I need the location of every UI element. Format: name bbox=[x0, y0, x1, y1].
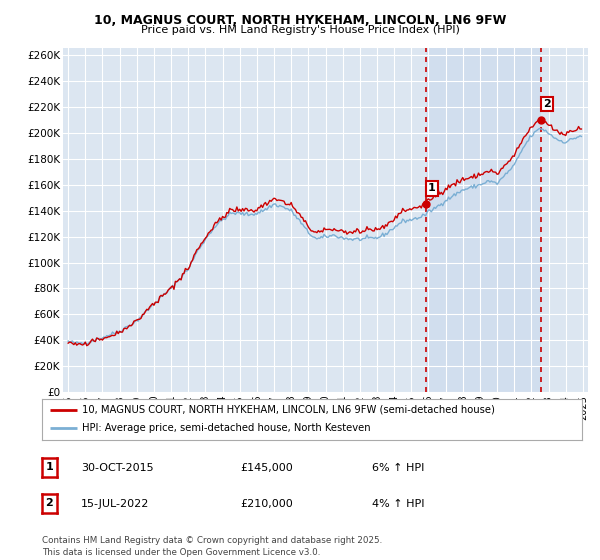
Text: Contains HM Land Registry data © Crown copyright and database right 2025.
This d: Contains HM Land Registry data © Crown c… bbox=[42, 536, 382, 557]
Text: 2: 2 bbox=[543, 99, 551, 109]
Text: Price paid vs. HM Land Registry's House Price Index (HPI): Price paid vs. HM Land Registry's House … bbox=[140, 25, 460, 35]
Text: 30-OCT-2015: 30-OCT-2015 bbox=[81, 463, 154, 473]
Text: 1: 1 bbox=[428, 183, 436, 193]
Text: 10, MAGNUS COURT, NORTH HYKEHAM, LINCOLN, LN6 9FW: 10, MAGNUS COURT, NORTH HYKEHAM, LINCOLN… bbox=[94, 14, 506, 27]
Text: £145,000: £145,000 bbox=[240, 463, 293, 473]
Text: £210,000: £210,000 bbox=[240, 499, 293, 509]
Text: 4% ↑ HPI: 4% ↑ HPI bbox=[372, 499, 425, 509]
Text: 10, MAGNUS COURT, NORTH HYKEHAM, LINCOLN, LN6 9FW (semi-detached house): 10, MAGNUS COURT, NORTH HYKEHAM, LINCOLN… bbox=[83, 405, 496, 415]
Text: 15-JUL-2022: 15-JUL-2022 bbox=[81, 499, 149, 509]
Bar bbox=[425, 48, 541, 392]
Text: HPI: Average price, semi-detached house, North Kesteven: HPI: Average price, semi-detached house,… bbox=[83, 423, 371, 433]
Text: 2: 2 bbox=[46, 498, 53, 508]
Text: 6% ↑ HPI: 6% ↑ HPI bbox=[372, 463, 424, 473]
Text: 1: 1 bbox=[46, 462, 53, 472]
